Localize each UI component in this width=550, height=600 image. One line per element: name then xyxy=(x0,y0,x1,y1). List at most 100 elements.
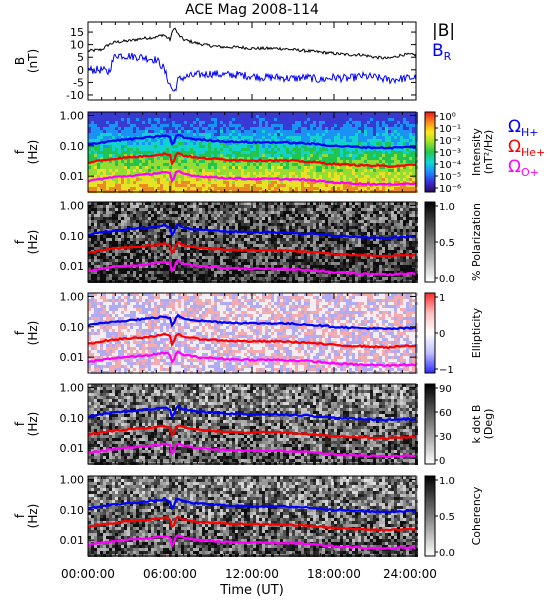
psd-cbar-tick-label-6: 10⁻⁶ xyxy=(439,184,461,195)
pol-ytick-label-0: 1.00 xyxy=(60,199,85,212)
ell-ylabel-0: f xyxy=(13,330,27,335)
kdb-H+-curve xyxy=(87,404,417,422)
ell-H+-curve xyxy=(87,313,417,331)
coh-spectrogram-cells xyxy=(88,476,418,557)
x-tick-0: 00:00:00 xyxy=(61,567,115,581)
mag-ylabel-0: B xyxy=(13,57,27,65)
coh-cbar-label-0: Coherency xyxy=(470,486,483,545)
kdb-cbar-label-1: (Deg) xyxy=(482,409,495,440)
ell-ytick-label-0: 1.00 xyxy=(60,290,85,303)
ell-He+-curve xyxy=(87,332,417,350)
psd-O+-curve xyxy=(87,170,417,187)
psd-cbar-tick-label-3: 10⁻³ xyxy=(439,148,461,159)
x-tick-4: 24:00:00 xyxy=(383,567,437,581)
x-tick-2: 12:00:00 xyxy=(225,567,279,581)
coh-cbar-tick-label-2: 0.0 xyxy=(439,548,455,559)
coh-cbar-tick-label-0: 1.0 xyxy=(439,476,455,487)
legend-gyro-sub-1: He+ xyxy=(521,146,545,159)
kdb-cbar-tick-label-3: 0 xyxy=(439,456,445,467)
kdb-cbar-tick-label-2: 30 xyxy=(439,432,452,443)
mag-plot-area xyxy=(88,22,416,100)
ell-ylabel-1: (Hz) xyxy=(26,321,40,346)
coh-ylabel-0: f xyxy=(13,513,27,518)
ell-cbar-tick-label-2: −1 xyxy=(439,365,454,376)
pol-cbar-tick-label-1: 0.5 xyxy=(439,238,455,249)
kdb-cbar-label-0: k dot B xyxy=(470,405,483,444)
legend-gyro-2: ΩO+ xyxy=(508,157,539,179)
mag-ytick-label-4: -5 xyxy=(73,76,84,89)
pol-colorbar xyxy=(424,201,436,283)
legend-top-sub-1: R xyxy=(444,50,452,63)
coh-ytick-label-0: 1.00 xyxy=(60,473,85,486)
ell-cbar-label-0: Ellipticity xyxy=(470,307,483,358)
kdb-cbar-tick-label-0: 90 xyxy=(439,384,452,395)
mag-ytick-label-5: -10 xyxy=(66,89,84,102)
kdb-O+-curve xyxy=(87,442,417,459)
psd-ytick-label-0: 1.00 xyxy=(60,109,85,122)
pol-He+-curve xyxy=(87,241,417,259)
legend-gyro-0: ΩH+ xyxy=(508,117,539,139)
psd-cbar-label-0: Intensity xyxy=(470,128,483,176)
pol-H+-curve xyxy=(87,222,417,240)
coh-colorbar xyxy=(424,475,436,557)
ell-spectrogram-cells xyxy=(88,293,418,374)
series-B-total xyxy=(87,27,417,60)
x-axis: 00:00:00 06:00:00 12:00:00 18:00:00 24:0… xyxy=(61,567,437,598)
coh-He+-curve xyxy=(87,515,417,533)
panel-kdb: 1.00 0.10 0.01 90 60 30 0 k dot B (Deg) f (Hz) xyxy=(13,381,495,467)
kdb-ytick-label-1: 0.10 xyxy=(60,412,85,425)
ell-cbar-tick-label-1: 0 xyxy=(439,329,445,340)
kdb-ylabel-0: f xyxy=(13,421,27,426)
legend: |B|BR ΩH+ΩHe+ΩO+ xyxy=(432,21,545,179)
kdb-He+-curve xyxy=(87,424,417,441)
mag-ytick-label-2: 5 xyxy=(77,51,84,64)
pol-ylabel-0: f xyxy=(13,239,27,244)
ell-ytick-label-2: 0.01 xyxy=(60,351,85,364)
pol-ytick-label-2: 0.01 xyxy=(60,260,85,273)
psd-cbar-label-1: (nT²/Hz) xyxy=(482,130,495,174)
legend-gyro-1: ΩHe+ xyxy=(508,137,545,159)
psd-spectrogram-cells xyxy=(88,112,418,193)
x-tick-1: 06:00:00 xyxy=(143,567,197,581)
pol-spectrogram-cells xyxy=(88,202,418,283)
coh-cbar-tick-label-1: 0.5 xyxy=(439,512,455,523)
x-tick-3: 18:00:00 xyxy=(307,567,361,581)
coh-ytick-label-2: 0.01 xyxy=(60,534,85,547)
psd-colorbar xyxy=(424,111,436,193)
psd-cbar-tick-label-5: 10⁻⁵ xyxy=(439,172,461,183)
kdb-cbar-tick-label-1: 60 xyxy=(439,408,452,419)
panel-ell: 1.00 0.10 0.01 1 0 −1 Ellipticity f (Hz) xyxy=(13,290,483,376)
kdb-colorbar xyxy=(424,383,436,465)
psd-ylabel-0: f xyxy=(13,149,27,154)
panel-pol: 1.00 0.10 0.01 1.0 0.5 0.0 % Polarization f (Hz) xyxy=(13,199,483,285)
legend-top-1: BR xyxy=(432,41,452,63)
coh-ylabel-1: (Hz) xyxy=(26,504,40,529)
legend-gyro-sub-2: O+ xyxy=(521,166,539,179)
pol-cbar-tick-label-2: 0.0 xyxy=(439,274,455,285)
legend-top-0: |B| xyxy=(432,21,455,41)
kdb-spectrogram-cells xyxy=(88,384,418,465)
kdb-ylabel-1: (Hz) xyxy=(26,412,40,437)
psd-H+-curve xyxy=(88,133,417,150)
psd-He+-curve xyxy=(87,151,417,169)
psd-cbar-tick-label-0: 10⁰ xyxy=(439,112,456,123)
panel-coh: 1.00 0.10 0.01 1.0 0.5 0.0 Coherency f (Hz) xyxy=(13,473,483,559)
pol-cbar-tick-label-0: 1.0 xyxy=(439,202,455,213)
mag-ylabel-1: (nT) xyxy=(26,49,40,73)
ell-O+-curve xyxy=(87,350,417,368)
psd-ylabel-1: (Hz) xyxy=(26,140,40,165)
pol-cbar-label-0: % Polarization xyxy=(470,203,483,281)
coh-H+-curve xyxy=(87,497,417,514)
psd-cbar-tick-label-2: 10⁻² xyxy=(439,136,461,147)
ell-ytick-label-1: 0.10 xyxy=(60,321,85,334)
x-axis-label: Time (UT) xyxy=(219,583,284,598)
legend-gyro-sub-0: H+ xyxy=(521,126,539,139)
ell-colorbar xyxy=(424,292,436,374)
coh-O+-curve xyxy=(87,534,417,550)
figure-title: ACE Mag 2008-114 xyxy=(185,2,319,18)
kdb-ytick-label-0: 1.00 xyxy=(60,381,85,394)
